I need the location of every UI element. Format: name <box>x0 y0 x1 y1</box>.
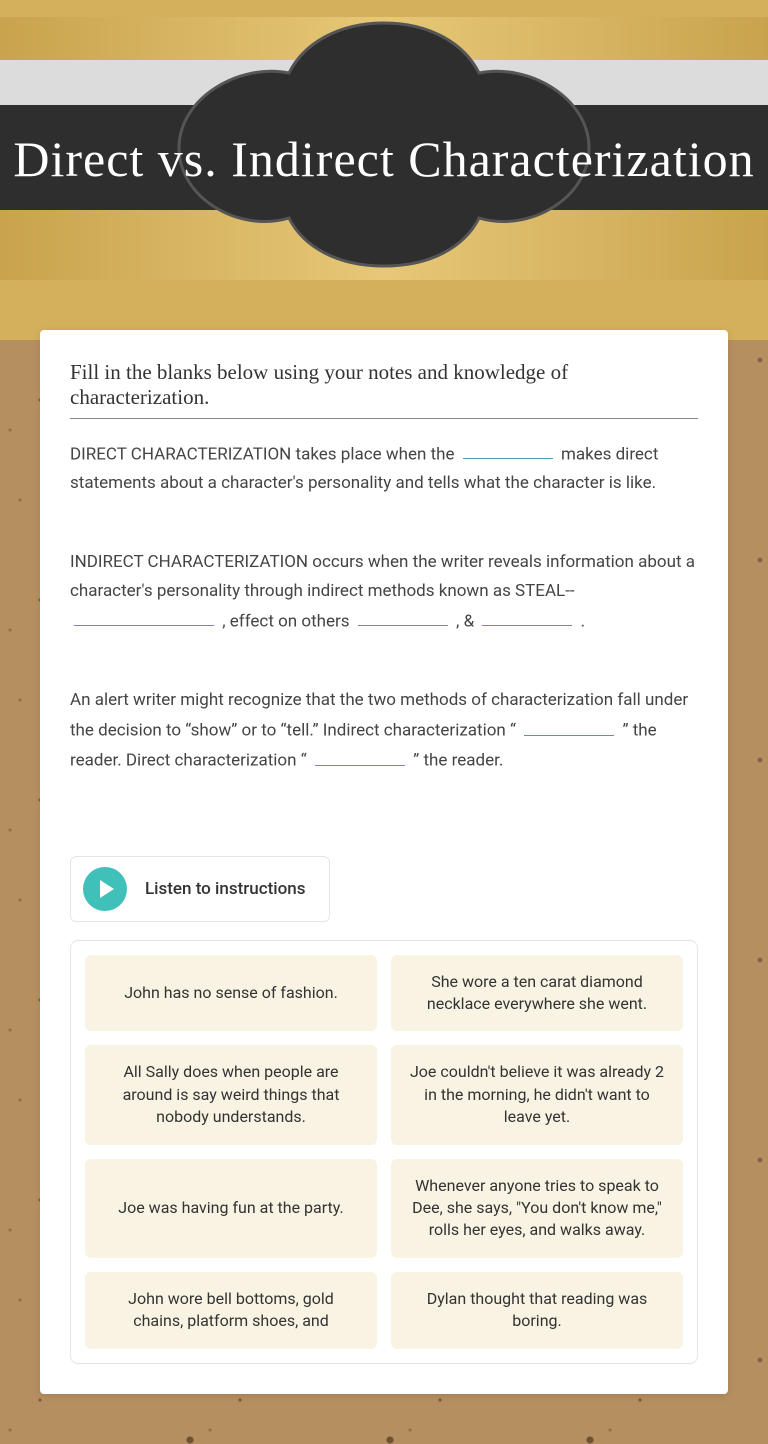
listen-label: Listen to instructions <box>145 879 305 899</box>
sorting-grid: John has no sense of fashion. She wore a… <box>85 955 683 1349</box>
blank-input-6[interactable] <box>315 745 405 765</box>
gold-stripe-mid <box>0 210 768 280</box>
paragraph-1: DIRECT CHARACTERIZATION takes place when… <box>70 439 698 498</box>
cork-background: Fill in the blanks below using your note… <box>0 340 768 1444</box>
instruction-heading: Fill in the blanks below using your note… <box>70 360 698 419</box>
p2-text-b: , effect on others <box>222 611 354 631</box>
p1-text-a: DIRECT CHARACTERIZATION takes place when… <box>70 444 459 464</box>
paragraph-2: INDIRECT CHARACTERIZATION occurs when th… <box>70 548 698 636</box>
p2-text-a: INDIRECT CHARACTERIZATION occurs when th… <box>70 552 695 601</box>
gold-stripe-top <box>0 17 768 60</box>
sort-item[interactable]: Joe couldn't believe it was already 2 in… <box>391 1045 683 1144</box>
p2-text-d: . <box>581 611 585 631</box>
sort-item[interactable]: Dylan thought that reading was boring. <box>391 1272 683 1349</box>
blank-input-1[interactable] <box>463 439 553 459</box>
worksheet-card: Fill in the blanks below using your note… <box>40 330 728 1394</box>
blank-input-5[interactable] <box>524 715 614 735</box>
play-icon <box>83 867 127 911</box>
page-title: Direct vs. Indirect Characterization <box>0 130 768 188</box>
sort-item[interactable]: Joe was having fun at the party. <box>85 1159 377 1258</box>
blank-input-2[interactable] <box>74 606 214 626</box>
blank-input-3[interactable] <box>358 606 448 626</box>
sort-item[interactable]: Whenever anyone tries to speak to Dee, s… <box>391 1159 683 1258</box>
header-banner: Direct vs. Indirect Characterization <box>0 0 768 340</box>
sort-item[interactable]: John has no sense of fashion. <box>85 955 377 1032</box>
sort-item[interactable]: All Sally does when people are around is… <box>85 1045 377 1144</box>
paragraph-3: An alert writer might recognize that the… <box>70 686 698 775</box>
sort-item[interactable]: She wore a ten carat diamond necklace ev… <box>391 955 683 1032</box>
worksheet-body: DIRECT CHARACTERIZATION takes place when… <box>70 439 698 776</box>
p2-text-c: , & <box>456 611 478 631</box>
listen-instructions-button[interactable]: Listen to instructions <box>70 856 330 922</box>
sorting-container: John has no sense of fashion. She wore a… <box>70 940 698 1364</box>
blank-input-4[interactable] <box>482 606 572 626</box>
sort-item[interactable]: John wore bell bottoms, gold chains, pla… <box>85 1272 377 1349</box>
p3-text-c: ” the reader. <box>413 751 503 771</box>
